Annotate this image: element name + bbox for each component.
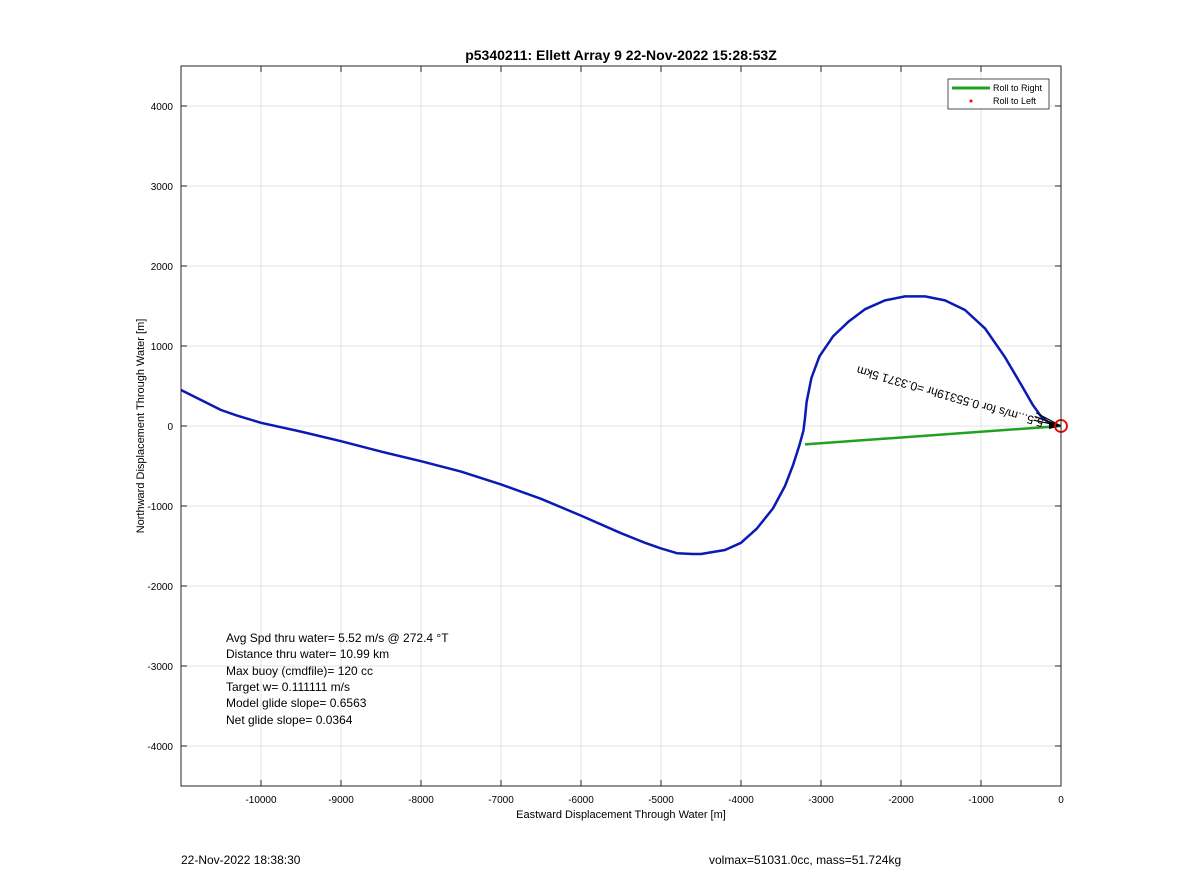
y-tick-label: 1000	[151, 342, 174, 353]
legend: Roll to Right Roll to Left	[947, 78, 1050, 110]
footer-timestamp: 22-Nov-2022 18:38:30	[181, 853, 301, 867]
x-tick-label: -8000	[408, 795, 434, 806]
x-axis-label: Eastward Displacement Through Water [m]	[516, 809, 726, 821]
current-arrow-line	[1035, 412, 1062, 427]
y-axis-label: Northward Displacement Through Water [m]	[135, 319, 147, 534]
stats-line: Net glide slope= 0.0364	[226, 713, 353, 727]
stats-line: Model glide slope= 0.6563	[226, 696, 367, 710]
legend-label-roll-left: Roll to Left	[993, 96, 1037, 106]
stats-line: Max buoy (cmdfile)= 120 cc	[226, 664, 373, 678]
stats-line: Distance thru water= 10.99 km	[226, 647, 389, 661]
series-group	[180, 295, 1062, 556]
rotated-annotation: 5.5...m/s for 0.55319hr =0.3371 5km	[855, 363, 1045, 430]
plot-area-border	[180, 65, 1062, 787]
y-tick-label: -4000	[147, 742, 173, 753]
x-tick-label: -7000	[488, 795, 514, 806]
y-tick-label: 3000	[151, 182, 174, 193]
axis-ticks: -10000 -9000 -8000 -7000 -6000 -5000 -4000 -300…	[147, 66, 1064, 806]
trajectory-line	[180, 295, 1062, 556]
legend-swatch-roll-left	[969, 99, 973, 103]
x-tick-label: -2000	[888, 795, 914, 806]
y-tick-label: -1000	[147, 502, 173, 513]
grid	[181, 66, 1062, 786]
legend-box	[947, 78, 1050, 110]
x-tick-label: -10000	[245, 795, 277, 806]
x-tick-label: -4000	[728, 795, 754, 806]
y-tick-label: 0	[167, 422, 173, 433]
roll-right-line	[804, 424, 1062, 446]
x-tick-label: 0	[1058, 795, 1064, 806]
y-tick-label: -2000	[147, 582, 173, 593]
footer-volmax-mass: volmax=51031.0cc, mass=51.724kg	[709, 853, 902, 867]
y-tick-label: -3000	[147, 662, 173, 673]
x-tick-label: -5000	[648, 795, 674, 806]
y-tick-label: 4000	[151, 102, 174, 113]
x-tick-label: -3000	[808, 795, 834, 806]
chart-title: p5340211: Ellett Array 9 22-Nov-2022 15:…	[465, 47, 777, 63]
x-tick-label: -9000	[328, 795, 354, 806]
stats-block: Avg Spd thru water= 5.52 m/s @ 272.4 °T …	[226, 631, 449, 727]
legend-label-roll-right: Roll to Right	[993, 83, 1043, 93]
y-tick-label: 2000	[151, 262, 174, 273]
stats-line: Target w= 0.111111 m/s	[226, 680, 350, 694]
x-tick-label: -6000	[568, 795, 594, 806]
stats-line: Avg Spd thru water= 5.52 m/s @ 272.4 °T	[226, 631, 449, 645]
x-tick-label: -1000	[968, 795, 994, 806]
